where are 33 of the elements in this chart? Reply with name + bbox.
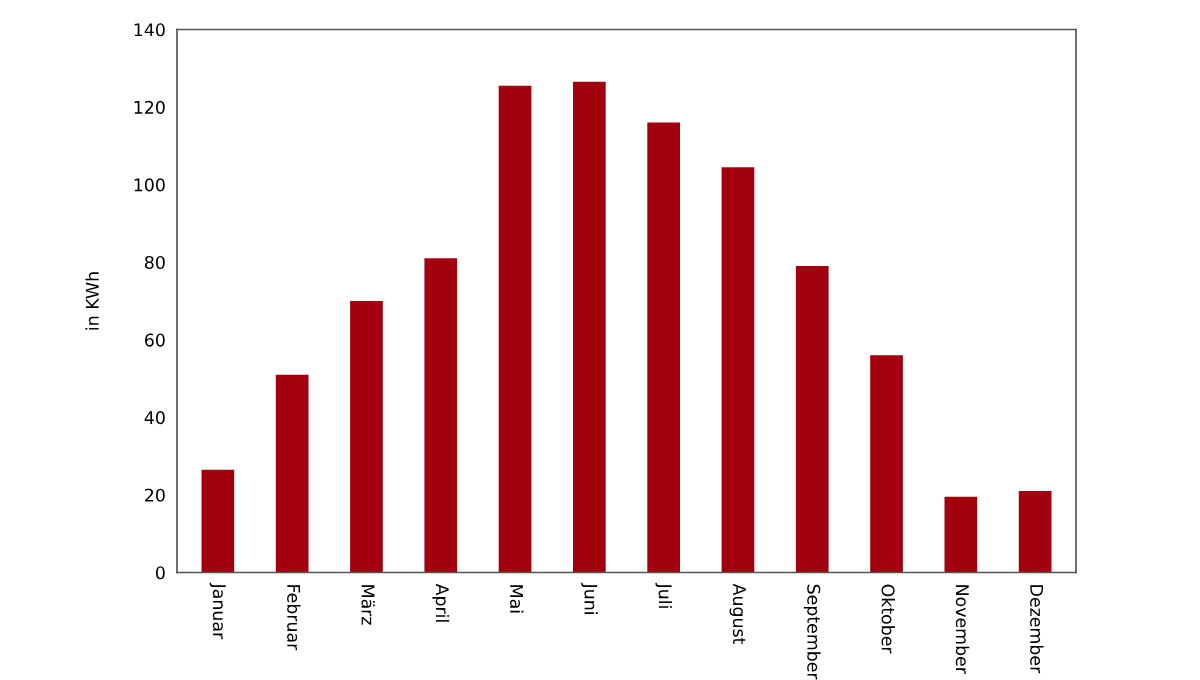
bar xyxy=(1018,491,1052,573)
bar xyxy=(795,266,829,573)
y-tick-label: 120 xyxy=(134,100,165,114)
x-tick-label: September xyxy=(803,584,821,680)
y-tick-label: 20 xyxy=(145,488,165,502)
x-tick-label: Dezember xyxy=(1030,585,1044,674)
x-tick-label: August xyxy=(729,583,746,644)
x-tick-label: November xyxy=(955,585,970,674)
bar xyxy=(721,167,755,573)
bar xyxy=(647,122,680,573)
y-tick-label: 140 xyxy=(134,23,165,37)
y-axis-title: in KWh xyxy=(85,272,99,330)
bar xyxy=(201,469,235,573)
x-tick-label: Juni xyxy=(581,582,598,614)
bar xyxy=(350,301,383,573)
bar xyxy=(944,496,978,573)
bar xyxy=(498,85,532,573)
x-tick-label: April xyxy=(432,583,450,622)
y-tick-label: 0 xyxy=(155,566,165,580)
y-tick-label: 40 xyxy=(144,411,165,425)
x-tick-label: März xyxy=(361,585,375,625)
y-tick-label: 80 xyxy=(144,255,165,270)
bar xyxy=(424,258,458,573)
x-tick-label: Februar xyxy=(287,585,301,651)
x-tick-label: Juli xyxy=(655,582,673,608)
x-tick-label: Januar xyxy=(209,582,226,640)
bar xyxy=(573,81,606,573)
bar xyxy=(870,355,903,573)
x-tick-label: Oktober xyxy=(881,584,895,654)
y-tick-label: 100 xyxy=(134,178,165,192)
bar xyxy=(275,374,309,573)
y-tick-label: 60 xyxy=(145,333,165,347)
x-tick-label: Mai xyxy=(510,585,524,613)
